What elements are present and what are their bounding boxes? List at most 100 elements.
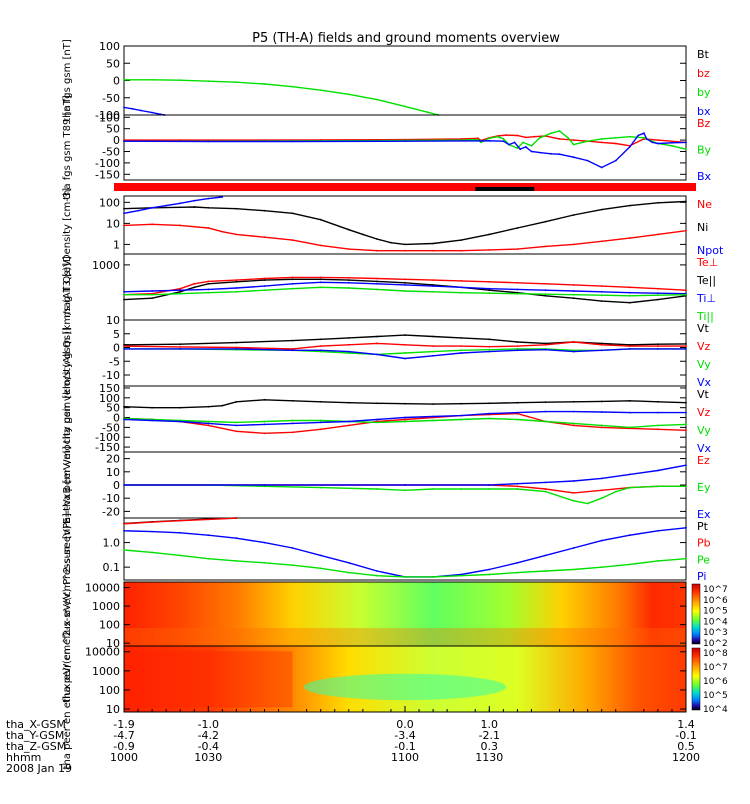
data-point bbox=[123, 529, 125, 532]
legend-label: Ez bbox=[697, 454, 710, 467]
data-point bbox=[628, 345, 631, 347]
data-point bbox=[291, 349, 294, 352]
data-point bbox=[572, 499, 575, 502]
data-point bbox=[347, 279, 350, 281]
data-point bbox=[319, 89, 322, 92]
y-tick-label: -20 bbox=[102, 505, 120, 518]
data-point bbox=[544, 401, 547, 404]
data-point bbox=[516, 349, 519, 352]
data-point bbox=[671, 141, 673, 144]
data-point bbox=[600, 426, 603, 429]
data-point bbox=[533, 135, 536, 138]
legend-label: Vy bbox=[697, 424, 711, 437]
data-point bbox=[390, 241, 392, 244]
data-point bbox=[221, 404, 224, 407]
x-tick-label: -0.4 bbox=[198, 740, 219, 753]
data-point bbox=[404, 278, 406, 281]
data-point bbox=[628, 486, 631, 489]
data-point bbox=[544, 245, 547, 248]
data-point bbox=[291, 419, 294, 422]
data-point bbox=[460, 291, 463, 294]
data-point bbox=[516, 401, 519, 404]
data-point bbox=[347, 228, 350, 231]
legend-label: Ne bbox=[697, 198, 712, 211]
data-point bbox=[235, 517, 238, 520]
data-point bbox=[426, 111, 429, 114]
data-point bbox=[376, 288, 378, 291]
data-point bbox=[291, 282, 294, 285]
data-point bbox=[657, 298, 659, 301]
data-point bbox=[572, 400, 575, 403]
data-point bbox=[516, 348, 519, 350]
data-point bbox=[207, 557, 210, 560]
data-point bbox=[614, 159, 617, 162]
data-point bbox=[432, 279, 434, 281]
data-point bbox=[572, 424, 575, 427]
y-tick-label: -50 bbox=[102, 92, 120, 105]
data-point bbox=[628, 411, 631, 414]
data-point bbox=[600, 343, 603, 346]
y-tick-label: -100 bbox=[95, 157, 120, 170]
data-point bbox=[657, 424, 659, 427]
data-point bbox=[347, 561, 350, 564]
data-point bbox=[123, 549, 125, 551]
data-point bbox=[600, 138, 603, 140]
data-point bbox=[544, 420, 547, 423]
data-point bbox=[477, 137, 479, 140]
data-point bbox=[404, 489, 406, 492]
data-point bbox=[291, 287, 294, 290]
data-point bbox=[572, 284, 575, 286]
data-point bbox=[319, 554, 322, 557]
data-point bbox=[477, 138, 479, 141]
series-line bbox=[124, 79, 439, 116]
data-point bbox=[376, 574, 378, 577]
data-point bbox=[432, 335, 434, 338]
data-point bbox=[179, 289, 182, 292]
legend-label: Npot bbox=[697, 244, 724, 257]
y-tick-label: 100 bbox=[99, 392, 120, 405]
y-tick-label: 10000 bbox=[85, 646, 120, 659]
data-point bbox=[263, 398, 266, 401]
data-point bbox=[586, 159, 589, 162]
data-point bbox=[207, 291, 210, 294]
y-tick-label: 150 bbox=[99, 382, 120, 395]
data-point bbox=[291, 140, 294, 143]
data-point bbox=[347, 276, 350, 279]
data-point bbox=[432, 488, 434, 490]
data-point bbox=[614, 142, 617, 145]
data-point bbox=[123, 78, 125, 81]
data-point bbox=[123, 298, 125, 301]
data-point bbox=[628, 291, 631, 294]
data-point bbox=[376, 280, 378, 283]
x-tick-label: 0.5 bbox=[677, 740, 695, 753]
data-point bbox=[600, 290, 603, 293]
legend-label: Vz bbox=[697, 340, 711, 353]
y-tick-label: 0.1 bbox=[103, 561, 121, 574]
data-point bbox=[628, 286, 631, 289]
data-point bbox=[151, 530, 154, 533]
data-point bbox=[207, 288, 210, 291]
data-point bbox=[657, 233, 659, 236]
data-point bbox=[179, 531, 182, 534]
data-point bbox=[263, 561, 266, 564]
data-point bbox=[488, 233, 491, 236]
y-tick-label: -10 bbox=[102, 369, 120, 382]
data-point bbox=[179, 420, 182, 423]
colorbar-label: 10^5 bbox=[703, 691, 728, 701]
data-point bbox=[432, 350, 434, 353]
data-point bbox=[432, 290, 434, 293]
data-point bbox=[432, 419, 434, 422]
data-point bbox=[600, 240, 603, 243]
colorbar bbox=[691, 583, 701, 645]
data-point bbox=[502, 138, 505, 140]
data-point bbox=[432, 249, 434, 252]
data-point bbox=[432, 403, 434, 405]
data-point bbox=[600, 300, 603, 302]
data-point bbox=[235, 348, 238, 350]
data-point bbox=[404, 105, 406, 108]
data-point bbox=[544, 481, 547, 484]
series-line bbox=[123, 196, 223, 214]
data-point bbox=[628, 294, 631, 297]
series-line bbox=[123, 399, 687, 409]
data-point bbox=[460, 352, 463, 354]
